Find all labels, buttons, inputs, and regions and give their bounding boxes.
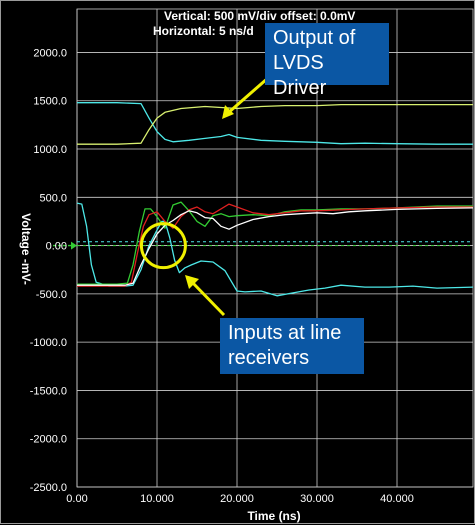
horizontal-scale-readout: Horizontal: 5 ns/d: [153, 24, 254, 38]
x-tick-label: 30.000: [300, 493, 334, 505]
y-axis-ticks: 2000.0 1500.0 1000.0 500.0 0.00 -500.0 -1000.0…: [30, 47, 67, 494]
y-tick-label: -1000.0: [30, 337, 67, 349]
waveform-trace: [77, 201, 473, 285]
waveform-trace: [77, 102, 473, 145]
ground-marker-arrow-icon: [71, 241, 77, 250]
callout-arrowhead-icon: [222, 105, 234, 119]
reference-lines: [53, 241, 473, 250]
y-tick-label: 1500.0: [33, 96, 67, 108]
waveform-trace: [77, 207, 474, 286]
callout-arrowhead-icon: [185, 275, 199, 289]
vertical-scale-readout: Vertical: 500 mV/div offset: 0.0mV: [164, 9, 355, 23]
y-tick-label: 0.00: [46, 241, 67, 253]
y-tick-label: 2000.0: [33, 47, 67, 59]
callout-line-receivers: Inputs at line receivers: [220, 318, 364, 374]
waveform-traces: [76, 102, 474, 297]
waveform-trace: [77, 103, 473, 145]
y-tick-label: -500.0: [36, 289, 67, 301]
y-tick-label: -2000.0: [30, 434, 67, 446]
y-tick-label: 1000.0: [33, 144, 67, 156]
y-tick-label: -2500.0: [30, 482, 67, 494]
x-axis-ticks: 0.00 10.000 20.000 30.000 40.000: [66, 493, 414, 505]
callout-arrow-line: [189, 279, 226, 317]
x-tick-label: 10.000: [140, 493, 174, 505]
x-tick-label: 40.000: [380, 493, 414, 505]
plot-border: [76, 8, 474, 488]
x-axis-label: Time (ns): [247, 509, 300, 523]
y-axis-label: Voltage -mV-: [19, 213, 33, 285]
highlight-circle: [139, 222, 187, 270]
callout-lvds-output: Output of LVDS Driver: [265, 23, 389, 99]
y-tick-label: -1500.0: [30, 385, 67, 397]
y-tick-label: 500.0: [39, 192, 67, 204]
x-tick-label: 20.000: [220, 493, 254, 505]
callout-arrow-line: [227, 76, 269, 115]
waveform-trace: [77, 203, 473, 287]
x-tick-label: 0.00: [66, 493, 87, 505]
annotations: [139, 76, 269, 317]
